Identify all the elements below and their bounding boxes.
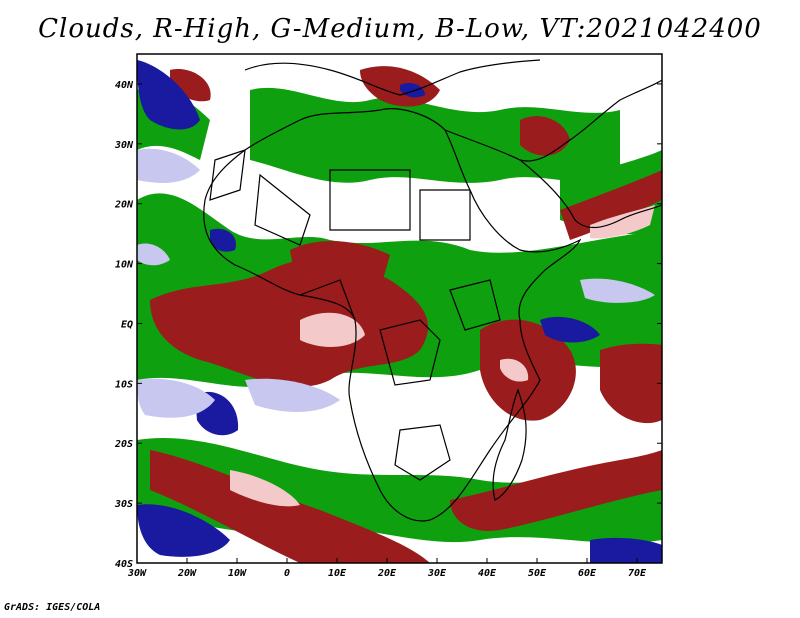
low-cloud-field xyxy=(137,60,662,563)
lon-tick-label: 30E xyxy=(427,568,447,579)
lat-tick-label: 40N xyxy=(115,80,134,91)
lon-tick-label: 70E xyxy=(628,568,647,579)
lat-tick-label: 40S xyxy=(115,559,133,570)
country-borders xyxy=(203,59,662,522)
lat-tick-label: 20S xyxy=(114,439,133,450)
high-cloud-light-field xyxy=(230,205,655,507)
lon-tick-label: 50E xyxy=(528,568,547,579)
lon-tick-label: 60E xyxy=(578,568,597,579)
lat-tick-label: 10S xyxy=(115,379,133,390)
low-cloud-light-field xyxy=(137,148,655,418)
footer-credit: GrADS: IGES/COLA xyxy=(4,602,101,613)
lon-tick-label: 0 xyxy=(284,568,290,579)
lon-tick-label: 10E xyxy=(328,568,347,579)
axis-ticks: 30W 20W 10W 0 10E 20E 30E 40E 50E 60E 70E 40N 30N 20N… xyxy=(114,80,662,579)
lat-tick-label: 20N xyxy=(114,200,134,211)
map-title: Clouds, R-High, G-Medium, B-Low, VT:2021… xyxy=(38,14,762,44)
lon-tick-label: 30W xyxy=(127,568,147,579)
lat-tick-label: 30N xyxy=(114,140,134,151)
lon-tick-label: 20W xyxy=(177,568,197,579)
lat-tick-label: 10N xyxy=(115,260,134,271)
map-plot-area xyxy=(137,54,662,563)
lon-tick-label: 20E xyxy=(377,568,397,579)
lat-tick-label: EQ xyxy=(121,319,133,330)
lon-tick-label: 40E xyxy=(478,568,497,579)
lon-tick-label: 10W xyxy=(228,568,247,579)
lat-tick-label: 30S xyxy=(114,499,133,510)
plot-frame xyxy=(136,53,663,564)
